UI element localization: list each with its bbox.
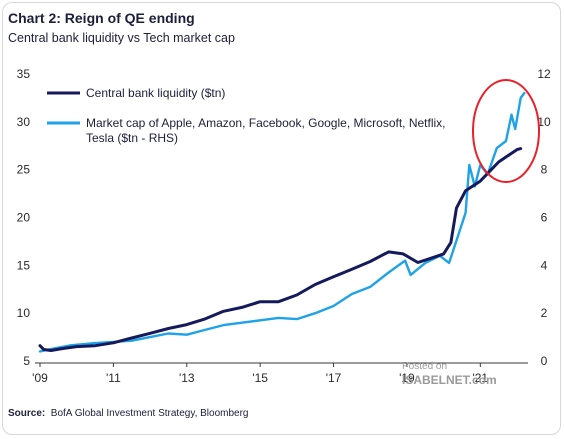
legend-label-liquidity: Central bank liquidity ($tn)	[86, 86, 225, 100]
x-tick-label: '13	[179, 371, 195, 385]
legend: Central bank liquidity ($tn) Market cap …	[47, 86, 446, 145]
left-tick-label: 30	[17, 115, 31, 129]
x-tick-label: '15	[252, 371, 268, 385]
left-tick-label: 35	[17, 67, 31, 81]
right-tick-label: 6	[541, 211, 548, 225]
x-axis: '09 '11 '13 '15 '17 '19 '21	[32, 362, 528, 385]
x-tick-label: '09	[32, 371, 48, 385]
source-text: BofA Global Investment Strategy, Bloombe…	[50, 408, 249, 419]
watermark-line2: ISABELNET.com	[402, 373, 497, 387]
series-line-liquidity	[38, 147, 523, 352]
x-tick-label: '11	[106, 371, 121, 385]
watermark: Posted on ISABELNET.com	[402, 361, 497, 387]
right-tick-label: 2	[541, 306, 548, 320]
right-tick-label: 0	[541, 354, 548, 368]
right-axis: 0 2 4 6 8 10 12	[537, 67, 551, 368]
right-tick-label: 10	[537, 115, 551, 129]
x-tick-label: '21	[472, 371, 488, 385]
left-tick-label: 5	[23, 354, 30, 368]
left-tick-label: 20	[17, 211, 31, 225]
right-tick-label: 12	[537, 67, 551, 81]
chart-title: Chart 2: Reign of QE ending	[8, 10, 195, 26]
left-tick-label: 15	[17, 258, 31, 272]
left-tick-label: 25	[17, 163, 31, 177]
watermark-line1: Posted on	[402, 361, 447, 372]
right-tick-label: 4	[541, 258, 548, 272]
chart-subtitle: Central bank liquidity vs Tech market ca…	[8, 31, 235, 45]
x-tick-label: '19	[399, 371, 415, 385]
right-tick-label: 8	[541, 163, 548, 177]
left-tick-label: 10	[17, 306, 31, 320]
legend-label-tech-line1: Market cap of Apple, Amazon, Facebook, G…	[86, 116, 446, 130]
highlight-circle	[472, 79, 540, 183]
source-label: Source:	[8, 408, 46, 419]
legend-label-tech-line2: Tesla ($tn - RHS)	[86, 131, 178, 145]
source-note: Source: BofA Global Investment Strategy,…	[8, 408, 249, 419]
left-axis: 5 10 15 20 25 30 35	[17, 67, 31, 368]
x-tick-label: '17	[326, 371, 342, 385]
